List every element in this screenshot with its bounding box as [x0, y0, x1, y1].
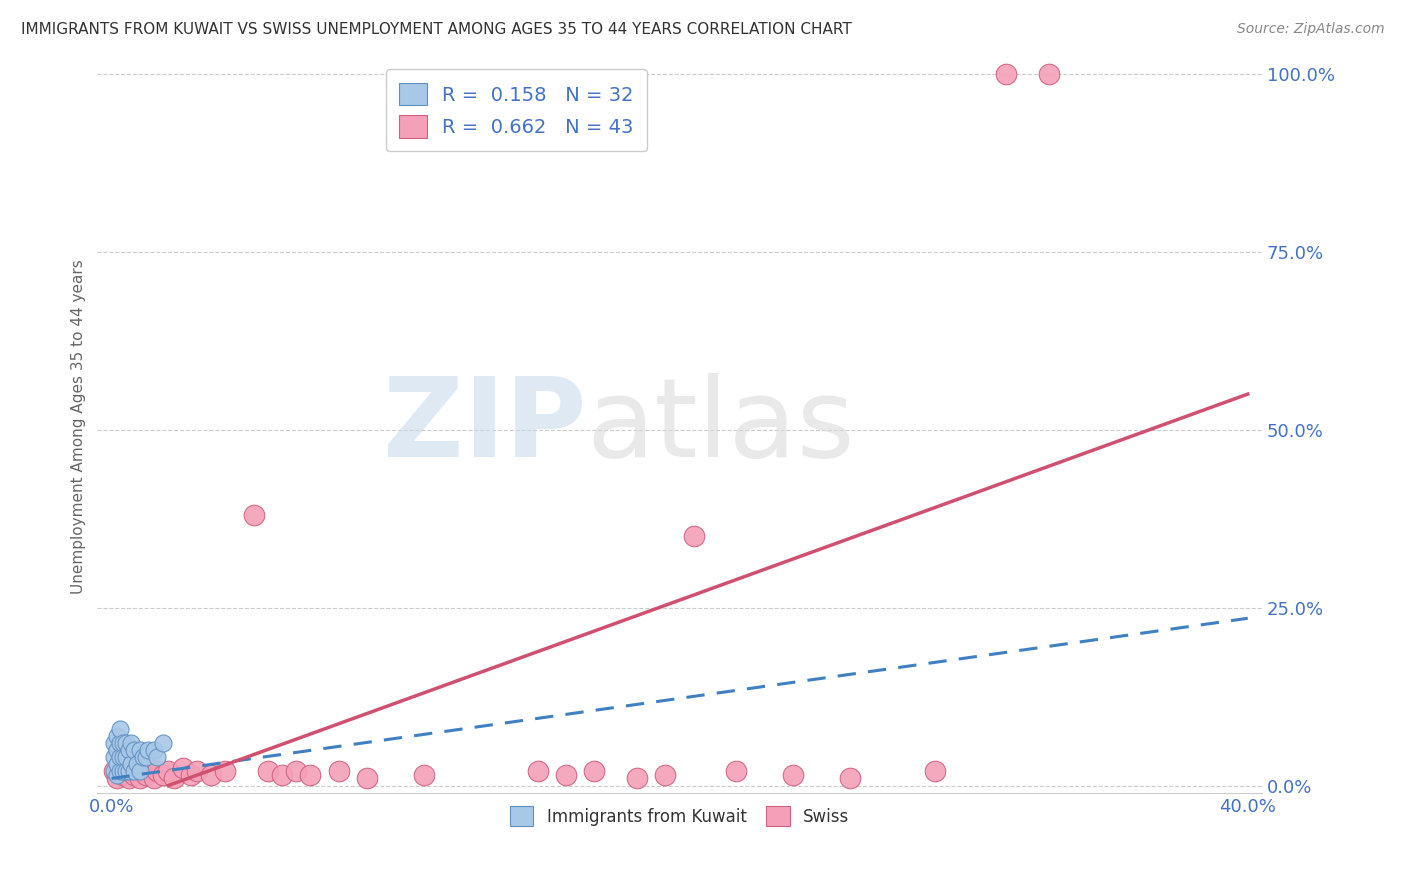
Point — [108, 764, 131, 779]
Y-axis label: Unemployment Among Ages 35 to 44 years: Unemployment Among Ages 35 to 44 years — [72, 259, 86, 593]
Point — [839, 772, 862, 786]
Point — [413, 768, 436, 782]
Point — [163, 772, 186, 786]
Text: ZIP: ZIP — [382, 373, 586, 480]
Point — [105, 772, 128, 786]
Point — [129, 772, 152, 786]
Point — [152, 768, 174, 782]
Point — [129, 764, 152, 779]
Point — [114, 764, 136, 779]
Point — [626, 772, 648, 786]
Point — [114, 750, 136, 764]
Point — [299, 768, 322, 782]
Point — [103, 764, 125, 779]
Point — [132, 750, 155, 764]
Point — [124, 743, 146, 757]
Point — [180, 768, 202, 782]
Point — [111, 764, 134, 779]
Point — [526, 764, 548, 779]
Point — [117, 772, 139, 786]
Point — [146, 764, 169, 779]
Point — [120, 757, 142, 772]
Point — [172, 761, 194, 775]
Point — [1038, 67, 1060, 81]
Point — [117, 764, 139, 779]
Legend: Immigrants from Kuwait, Swiss: Immigrants from Kuwait, Swiss — [501, 797, 859, 836]
Point — [782, 768, 804, 782]
Point — [271, 768, 294, 782]
Point — [328, 764, 350, 779]
Point — [114, 764, 136, 779]
Point — [146, 750, 169, 764]
Point — [654, 768, 676, 782]
Point — [105, 743, 128, 757]
Point — [117, 743, 139, 757]
Point — [725, 764, 748, 779]
Point — [127, 757, 149, 772]
Point — [120, 736, 142, 750]
Point — [114, 736, 136, 750]
Point — [105, 757, 128, 772]
Point — [186, 764, 208, 779]
Point — [105, 729, 128, 743]
Point — [157, 764, 180, 779]
Point — [111, 768, 134, 782]
Point — [682, 529, 704, 543]
Point — [135, 768, 157, 782]
Point — [111, 750, 134, 764]
Point — [103, 736, 125, 750]
Point — [111, 736, 134, 750]
Point — [120, 764, 142, 779]
Point — [132, 764, 155, 779]
Point — [583, 764, 606, 779]
Point — [108, 750, 131, 764]
Point — [200, 768, 222, 782]
Point — [214, 764, 236, 779]
Point — [108, 764, 131, 779]
Point — [256, 764, 278, 779]
Point — [103, 764, 125, 779]
Point — [356, 772, 378, 786]
Point — [555, 768, 578, 782]
Point — [152, 736, 174, 750]
Point — [124, 768, 146, 782]
Point — [242, 508, 264, 522]
Point — [143, 743, 166, 757]
Point — [127, 764, 149, 779]
Text: atlas: atlas — [586, 373, 855, 480]
Point — [285, 764, 308, 779]
Text: IMMIGRANTS FROM KUWAIT VS SWISS UNEMPLOYMENT AMONG AGES 35 TO 44 YEARS CORRELATI: IMMIGRANTS FROM KUWAIT VS SWISS UNEMPLOY… — [21, 22, 852, 37]
Point — [143, 772, 166, 786]
Point — [124, 764, 146, 779]
Point — [108, 722, 131, 736]
Point — [995, 67, 1018, 81]
Point — [138, 761, 160, 775]
Point — [105, 768, 128, 782]
Point — [138, 743, 160, 757]
Text: Source: ZipAtlas.com: Source: ZipAtlas.com — [1237, 22, 1385, 37]
Point — [129, 743, 152, 757]
Point — [924, 764, 946, 779]
Point — [135, 750, 157, 764]
Point — [108, 736, 131, 750]
Point — [103, 750, 125, 764]
